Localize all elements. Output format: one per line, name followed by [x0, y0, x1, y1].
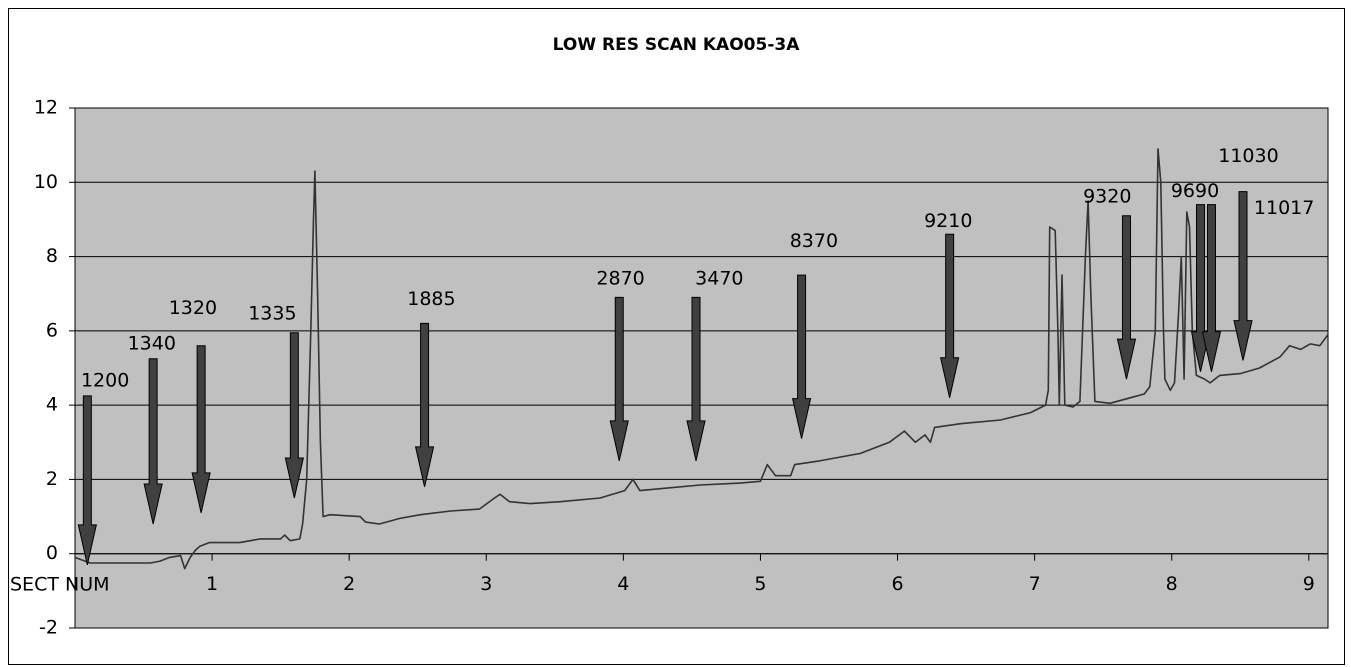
x-tick-label: 6	[891, 573, 903, 595]
x-tick-label: 4	[617, 573, 629, 595]
annotation-label: 2870	[596, 267, 644, 289]
y-tick-label: -2	[39, 617, 58, 639]
arrow	[940, 233, 960, 398]
annotation-label: 8370	[790, 230, 838, 252]
y-tick-label: 6	[46, 319, 58, 341]
arrow	[143, 358, 163, 525]
arrow	[1190, 204, 1211, 372]
annotation-label: 3470	[695, 267, 743, 289]
annotation-label: 1885	[407, 288, 455, 310]
x-tick-label: 3	[480, 573, 492, 595]
y-tick-label: 2	[46, 468, 58, 490]
plot-area	[74, 107, 1329, 629]
annotation-label: 9320	[1083, 186, 1131, 208]
arrow	[77, 395, 97, 565]
y-tick-label: 12	[34, 97, 58, 119]
arrow	[284, 332, 304, 499]
arrow	[1201, 204, 1222, 372]
x-tick-label: 7	[1029, 573, 1041, 595]
y-tick-label: 8	[46, 245, 58, 267]
x-tick-label: 8	[1166, 573, 1178, 595]
x-axis-label: SECT NUM	[10, 574, 110, 596]
x-tick-label: 1	[206, 573, 218, 595]
x-tick-label: 2	[343, 573, 355, 595]
arrow	[686, 296, 706, 461]
annotation-label: 1340	[128, 332, 176, 354]
arrow	[791, 274, 812, 439]
y-tick-label: 10	[34, 171, 58, 193]
data-line	[74, 148, 1329, 570]
arrow	[191, 345, 211, 513]
annotation-label: 1320	[169, 297, 217, 319]
arrow	[1116, 215, 1137, 380]
annotation-label: 11030	[1218, 145, 1278, 167]
annotation-label: 9690	[1171, 180, 1219, 202]
y-tick-label: 0	[46, 542, 58, 564]
chart-title: LOW RES SCAN KAO05-3A	[553, 35, 801, 55]
annotation-label: 1335	[248, 303, 296, 325]
arrow	[1233, 191, 1253, 361]
annotation-label: 11017	[1254, 197, 1314, 219]
annotation-label: 1200	[81, 370, 129, 392]
arrow	[609, 296, 629, 461]
arrow	[414, 322, 435, 487]
x-tick-label: 9	[1303, 573, 1315, 595]
annotation-label: 9210	[924, 210, 972, 232]
x-tick-label: 5	[754, 573, 766, 595]
y-tick-label: 4	[46, 394, 58, 416]
